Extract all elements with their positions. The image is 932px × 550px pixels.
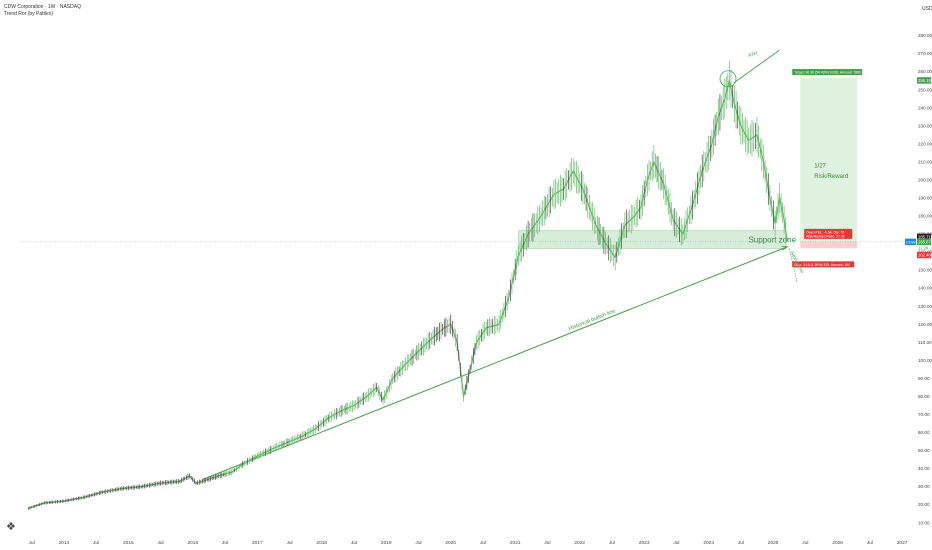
x-tick-label: Jul	[29, 540, 35, 546]
y-tick-label: 240.00	[918, 105, 932, 110]
y-tick-label: 250.00	[918, 87, 932, 92]
y-tick-label: 200.00	[918, 177, 932, 182]
y-tick-label: 230.00	[918, 123, 932, 128]
next-move-line	[788, 248, 798, 283]
y-tick-label: 150.00	[918, 268, 932, 273]
trendline-arrow	[781, 245, 789, 251]
rr-label-sub: Risk/Reward	[814, 174, 848, 180]
x-tick-label: 2021	[510, 540, 521, 546]
x-tick-label: 2026	[832, 540, 843, 546]
historical-trendline	[202, 246, 788, 480]
x-tick-label: 2020	[445, 540, 456, 546]
support-zone	[518, 230, 787, 249]
x-tick-label: 2014	[59, 540, 70, 546]
open-pnl-text: Open P&L: -0.54, Qty: 75	[806, 230, 844, 234]
price-tag-target: 255.19	[918, 78, 931, 83]
y-tick-label: 190.00	[918, 196, 932, 201]
y-tick-label: 130.00	[918, 304, 932, 309]
x-tick-label: 2015	[123, 540, 134, 546]
stop-label-bg	[792, 261, 855, 268]
price-tag-target-bg	[917, 77, 931, 84]
price-tag-current-bg	[917, 233, 931, 241]
rr-label: 1/27	[814, 163, 826, 169]
open-pnl-text-2: Risk/Reward Ratio: 27.46	[806, 235, 845, 239]
y-tick-label: 70.00	[918, 412, 930, 417]
open-pnl-bg	[804, 228, 853, 239]
y-tick-label: 40.00	[918, 466, 930, 471]
cdw-sub: 11.98	[918, 245, 929, 250]
target-label: Target: 90.39 (54.49%) 9,036, Amount: 78…	[794, 70, 866, 74]
x-tick-label: Jul	[738, 540, 744, 546]
y-tick-label: 270.00	[918, 51, 932, 56]
ath-arrow	[733, 49, 780, 84]
y-tick-label: 140.00	[918, 286, 932, 291]
x-tick-label: Jul	[609, 540, 615, 546]
x-tick-label: Jul	[286, 540, 292, 546]
y-tick-label: 80.00	[918, 394, 930, 399]
x-tick-label: Jul	[415, 540, 421, 546]
support-zone-label: Support zone	[748, 236, 796, 245]
price-tag-stop-bg	[917, 251, 931, 259]
target-label-bg	[792, 69, 863, 76]
x-tick-label: 2018	[316, 540, 327, 546]
y-tick-label: 30.00	[918, 484, 930, 489]
x-tick-label: 2019	[381, 540, 392, 546]
price-line	[28, 80, 788, 509]
cdw-tag: CDW	[906, 239, 916, 244]
x-tick-label: 2025	[768, 540, 779, 546]
x-tick-label: Jul	[157, 540, 163, 546]
y-tick-label: 20.00	[918, 502, 930, 507]
ath-circle	[719, 70, 737, 88]
tradingview-logo-icon: ❖	[6, 520, 16, 533]
symbol-title: CDW Corporation · 1W · NASDAQ	[4, 4, 81, 10]
y-tick-label: 90.00	[918, 376, 930, 381]
x-tick-label: Jul	[544, 540, 550, 546]
x-tick-label: Jul	[802, 540, 808, 546]
x-tick-label: 2024	[703, 540, 714, 546]
profit-zone	[800, 78, 857, 242]
x-tick-label: 2023	[639, 540, 650, 546]
y-tick-label: 220.00	[918, 141, 932, 146]
x-tick-label: Jul	[222, 540, 228, 546]
y-tick-label: 260.00	[918, 69, 932, 74]
indicator-title: Trend Ror (by Pattles)	[4, 11, 53, 17]
y-tick-label: 60.00	[918, 430, 930, 435]
x-tick-label: Jul	[93, 540, 99, 546]
y-tick-label: 100.00	[918, 358, 932, 363]
cdw-value-bg	[917, 238, 931, 246]
x-tick-label: Jul	[867, 540, 873, 546]
y-tick-label: 120.00	[918, 322, 932, 327]
x-tick-label: 2022	[574, 540, 585, 546]
ath-label: ATH	[747, 50, 758, 59]
loss-zone	[800, 241, 857, 249]
trendline-label: Historical bullish line	[568, 308, 617, 332]
y-tick-label: 180.00	[918, 214, 932, 219]
cdw-tag-bg	[905, 238, 916, 246]
x-tick-label: 2027	[897, 540, 908, 546]
y-tick-label: 10.00	[918, 520, 930, 525]
price-tag-stop: 162.40	[918, 253, 931, 258]
y-tick-label: 280.00	[918, 33, 932, 38]
x-tick-label: Jul	[480, 540, 486, 546]
y-tick-label: 110.00	[918, 340, 932, 345]
cdw-value: 165.67	[918, 239, 931, 244]
y-tick-label: 50.00	[918, 448, 930, 453]
x-tick-label: Jul	[673, 540, 679, 546]
price-tag-current: 165.71	[918, 234, 931, 239]
stop-label: Stop: 3.19 (1.99%) 329, Amount: 150	[794, 263, 850, 267]
y-tick-label: 210.00	[918, 159, 932, 164]
x-tick-label: 2016	[187, 540, 198, 546]
x-tick-label: 2017	[252, 540, 263, 546]
y-axis-currency: USD	[922, 6, 932, 12]
x-tick-label: Jul	[351, 540, 357, 546]
